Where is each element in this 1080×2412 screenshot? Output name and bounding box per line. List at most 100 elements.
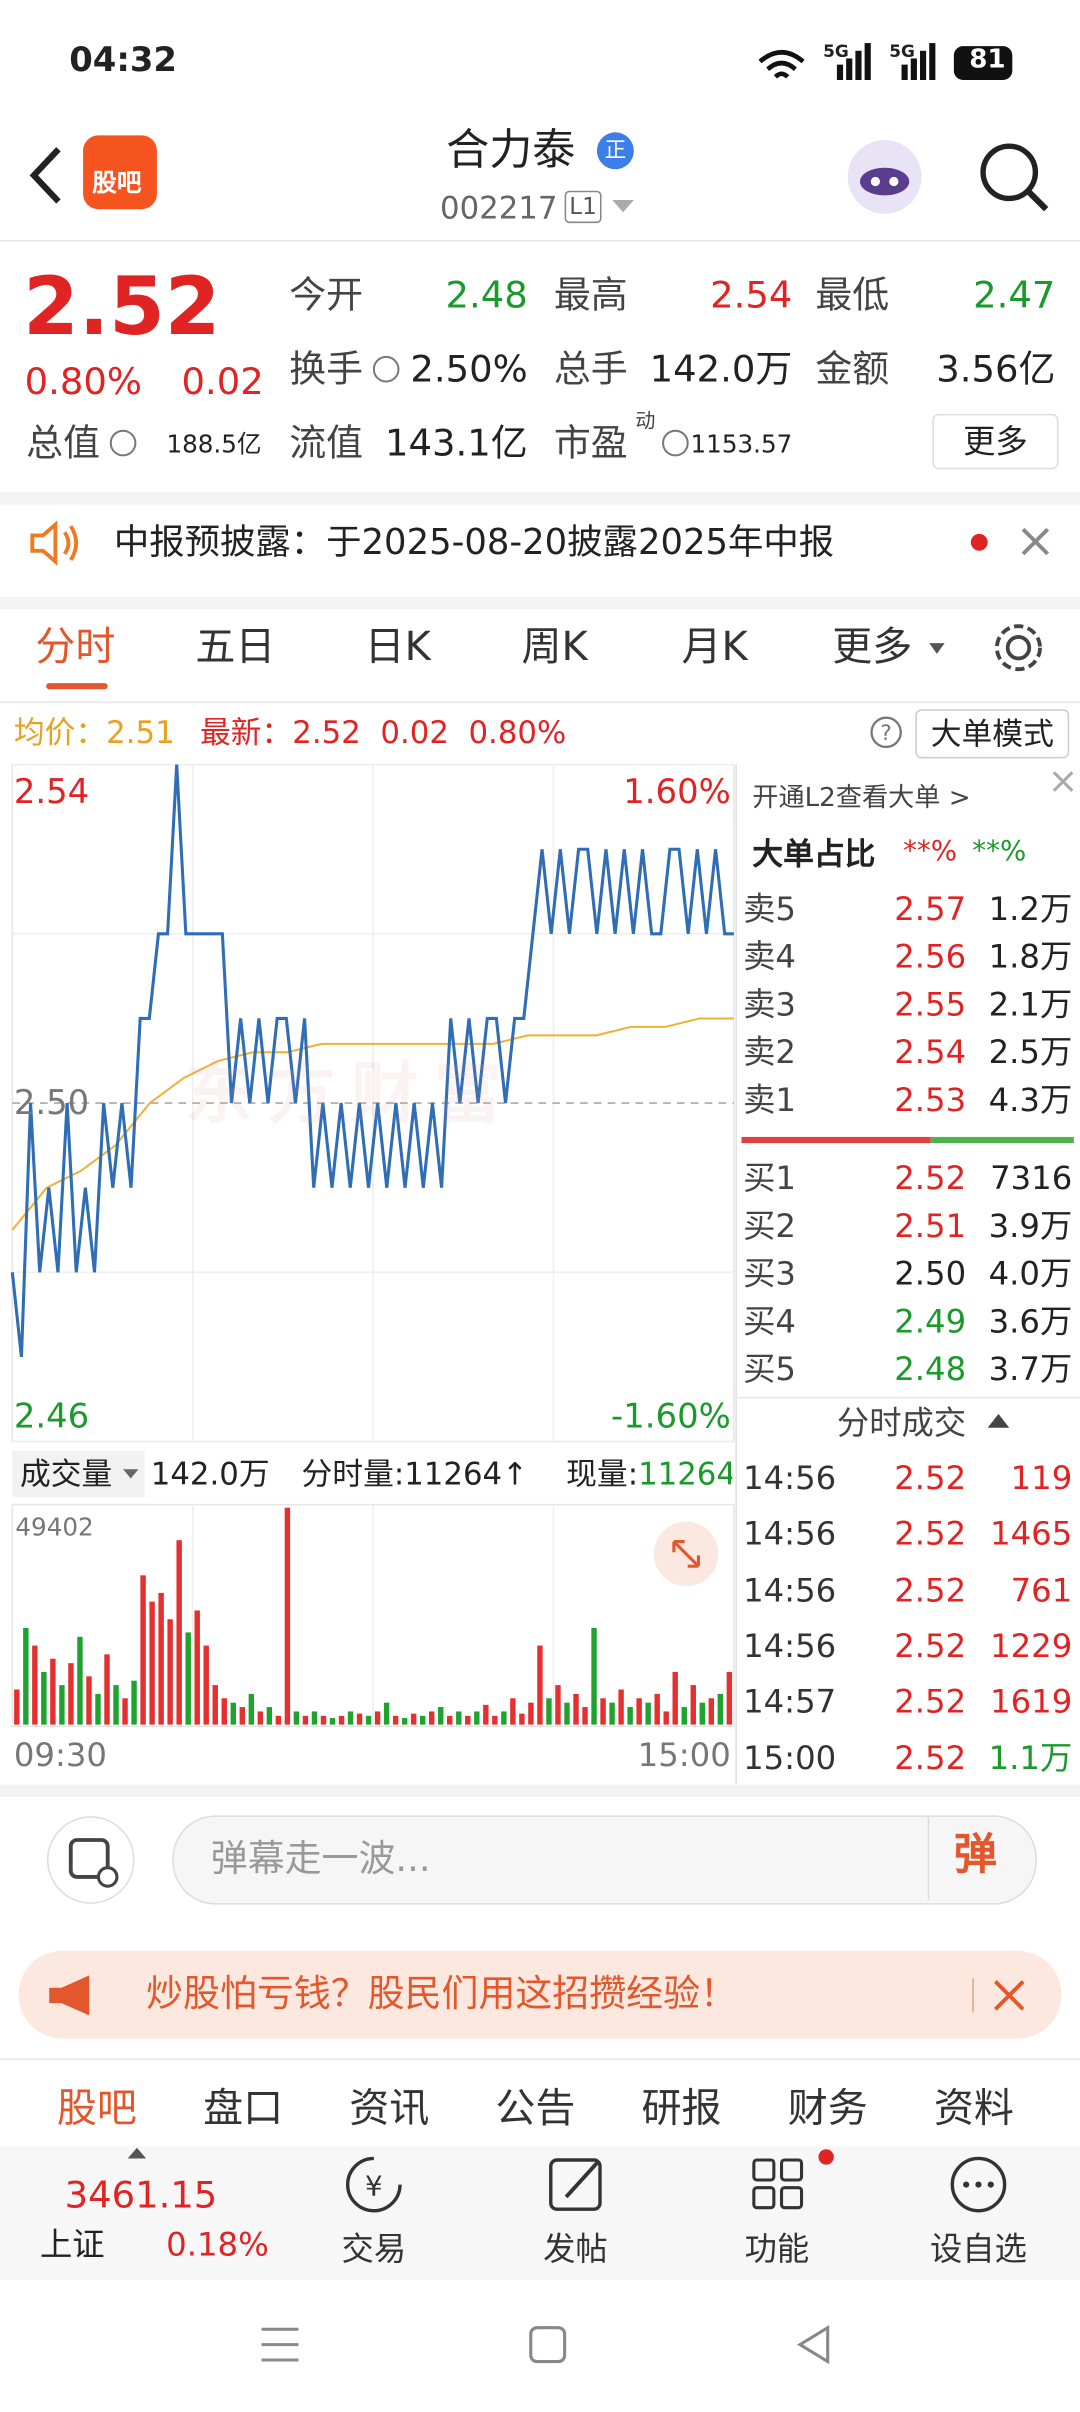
period-volume: 分时量:11264↑	[301, 1455, 528, 1493]
volume-bar	[537, 1645, 543, 1725]
intraday-chart	[10, 763, 735, 1727]
trade-time: 15:00	[743, 1739, 837, 1777]
trade-price: 2.52	[894, 1459, 967, 1497]
back-button[interactable]	[28, 146, 65, 204]
banner-text: 炒股怕亏钱？股民们用这招攒经验！	[146, 1972, 737, 2016]
dropdown[interactable]	[612, 199, 634, 215]
app-icon-label: 股吧	[92, 167, 142, 197]
volume-bar	[329, 1718, 336, 1725]
volume-bar	[104, 1654, 110, 1725]
bottom-button[interactable]: 交易	[341, 2230, 407, 2268]
volume-bar	[555, 1685, 561, 1725]
tab[interactable]: 分时	[35, 624, 116, 671]
level-badge: L1	[564, 190, 602, 224]
avatar[interactable]	[843, 135, 926, 218]
volume-select[interactable]	[12, 1450, 145, 1497]
more-button[interactable]: 更多	[932, 413, 1059, 470]
ask-volume: 2.5万	[988, 1033, 1073, 1071]
info-icon[interactable]	[372, 355, 400, 383]
banner[interactable]	[18, 1950, 1062, 2039]
settings-button[interactable]	[992, 622, 1044, 674]
trade-time: 14:57	[743, 1683, 837, 1721]
volume-bar	[474, 1711, 480, 1725]
index-value[interactable]: 3461.15	[64, 2173, 218, 2217]
close-button[interactable]	[1020, 526, 1051, 557]
bottom-button[interactable]: 功能	[744, 2230, 810, 2268]
info-icon[interactable]	[662, 429, 690, 457]
subtab[interactable]: 股吧	[56, 2086, 137, 2133]
volume-bar	[726, 1671, 733, 1725]
bottom-button[interactable]: 设自选	[929, 2230, 1027, 2268]
big-order-mode[interactable]: 大单模式	[915, 709, 1070, 759]
divider	[0, 239, 1080, 242]
volume-bar	[149, 1601, 155, 1725]
close-button[interactable]	[1051, 769, 1076, 794]
help-icon[interactable]: ?	[869, 715, 903, 749]
tab[interactable]: 周K	[521, 624, 588, 671]
volume-bar	[392, 1715, 399, 1725]
network: 5G	[889, 41, 915, 62]
subtab[interactable]: 财务	[787, 2086, 868, 2133]
svg-text:¥: ¥	[365, 2169, 383, 2202]
subtab[interactable]: 研报	[641, 2086, 722, 2133]
volume-bar	[14, 1689, 20, 1725]
subtab[interactable]: 资讯	[349, 2086, 430, 2133]
volume-bar	[59, 1685, 65, 1725]
ask-label: 卖3	[743, 986, 796, 1024]
trades-title[interactable]: 分时成交	[836, 1404, 967, 1442]
comment-settings[interactable]	[46, 1815, 135, 1904]
tab[interactable]: 五日	[195, 624, 276, 671]
subtab[interactable]: 资料	[933, 2086, 1014, 2133]
bottom-bar	[0, 2146, 1080, 2280]
bid-price: 2.50	[894, 1255, 967, 1293]
subtab[interactable]: 公告	[495, 2086, 576, 2133]
axis-label: 2.50	[13, 1084, 90, 1124]
tab[interactable]: 月K	[681, 624, 748, 671]
app-icon[interactable]	[83, 135, 157, 210]
notice-text[interactable]: 中报预披露：于2025-08-20披露2025年中报	[113, 523, 835, 564]
bid-price: 2.51	[894, 1207, 967, 1245]
subtab[interactable]: 盘口	[203, 2086, 284, 2133]
field-value: 143.1亿	[385, 421, 528, 465]
divider	[0, 1784, 1080, 1797]
ask-volume: 2.1万	[988, 986, 1073, 1024]
ask-price: 2.57	[894, 890, 967, 928]
volume-bar	[690, 1685, 696, 1725]
trade-price: 2.52	[894, 1515, 967, 1553]
nav-bar	[0, 2279, 1080, 2412]
info-circle	[662, 429, 689, 457]
info-circle	[109, 429, 137, 457]
bottom-button[interactable]: 发帖	[543, 2230, 608, 2268]
dropdown	[123, 1469, 139, 1479]
tab[interactable]: 日K	[364, 624, 431, 671]
divider	[0, 701, 1080, 704]
volume-bar	[257, 1711, 264, 1725]
info-icon[interactable]	[109, 429, 137, 457]
close-button[interactable]	[992, 1978, 1026, 2012]
trade-time: 14:56	[743, 1459, 837, 1497]
bid-price: 2.48	[894, 1350, 967, 1388]
ask-volume: 1.2万	[988, 890, 1073, 928]
sort-icon	[987, 1413, 1010, 1428]
ask-price: 2.54	[894, 1033, 967, 1071]
dropdown	[929, 643, 945, 654]
volume-bar	[212, 1685, 218, 1725]
danmaku-button[interactable]: 弹	[953, 1829, 997, 1880]
volume-bar	[239, 1707, 246, 1725]
volume-bar	[600, 1698, 606, 1725]
expand-button[interactable]	[652, 1520, 720, 1588]
volume-bar	[573, 1693, 579, 1725]
bid-volume: 7316	[990, 1159, 1073, 1197]
l2-promo[interactable]: 开通L2查看大单 >	[752, 783, 971, 814]
volume-bar	[95, 1693, 101, 1725]
avg-label-text: 均价：	[13, 713, 107, 751]
search-button[interactable]	[978, 142, 1049, 213]
ask-label: 卖5	[743, 890, 796, 928]
volume-bar	[501, 1711, 507, 1725]
tab[interactable]: 更多	[832, 624, 913, 671]
comment-input[interactable]	[172, 1815, 1037, 1905]
sell-strength	[930, 1136, 1074, 1144]
volume-bar	[356, 1713, 363, 1725]
volume-bar	[645, 1702, 651, 1725]
trade-time: 14:56	[743, 1627, 837, 1665]
